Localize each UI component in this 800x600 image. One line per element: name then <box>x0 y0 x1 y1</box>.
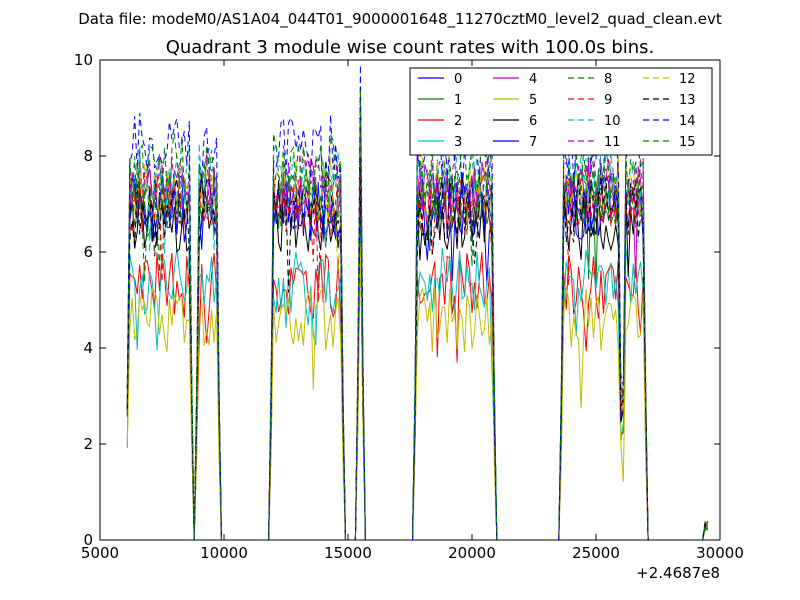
legend-entry-label: 13 <box>679 93 696 108</box>
legend-entry-label: 1 <box>454 93 462 108</box>
y-tick-label: 8 <box>83 147 93 165</box>
figure-suptitle: Data file: modeM0/AS1A04_044T01_90000016… <box>78 10 722 29</box>
y-tick-label: 6 <box>83 243 93 261</box>
legend-entry-label: 7 <box>529 135 537 150</box>
x-tick-label: 25000 <box>572 544 620 562</box>
legend-entry-label: 11 <box>604 135 621 150</box>
y-tick-label: 2 <box>83 435 93 453</box>
legend-entry-label: 8 <box>604 72 612 87</box>
y-tick-label: 4 <box>83 339 93 357</box>
legend-entry-label: 0 <box>454 72 462 87</box>
legend-entry-label: 15 <box>679 135 696 150</box>
legend-entry-label: 9 <box>604 93 612 108</box>
legend-entry-label: 5 <box>529 93 537 108</box>
series-line-11 <box>126 100 708 541</box>
legend-entry-label: 6 <box>529 114 537 129</box>
legend-entry-label: 14 <box>679 114 696 129</box>
chart-title: Quadrant 3 module wise count rates with … <box>166 37 655 58</box>
y-tick-label: 10 <box>74 51 93 69</box>
x-tick-label: 15000 <box>324 544 372 562</box>
x-tick-label: 20000 <box>448 544 496 562</box>
x-offset-label: +2.4687e8 <box>636 564 720 582</box>
legend-entry-label: 3 <box>454 135 462 150</box>
y-tick-label: 0 <box>83 531 93 549</box>
legend-entry-label: 12 <box>679 72 696 87</box>
x-tick-label: 10000 <box>200 544 248 562</box>
x-axis: 5000 10000 15000 20000 25000 30000 <box>81 60 744 562</box>
legend-box <box>409 67 713 156</box>
x-tick-label: 30000 <box>696 544 744 562</box>
legend-entry-label: 4 <box>529 72 537 87</box>
x-tick-label: 5000 <box>81 544 119 562</box>
plot-frame <box>99 59 721 541</box>
legend-entry-label: 2 <box>454 114 462 129</box>
legend-entry-label: 10 <box>604 114 621 129</box>
